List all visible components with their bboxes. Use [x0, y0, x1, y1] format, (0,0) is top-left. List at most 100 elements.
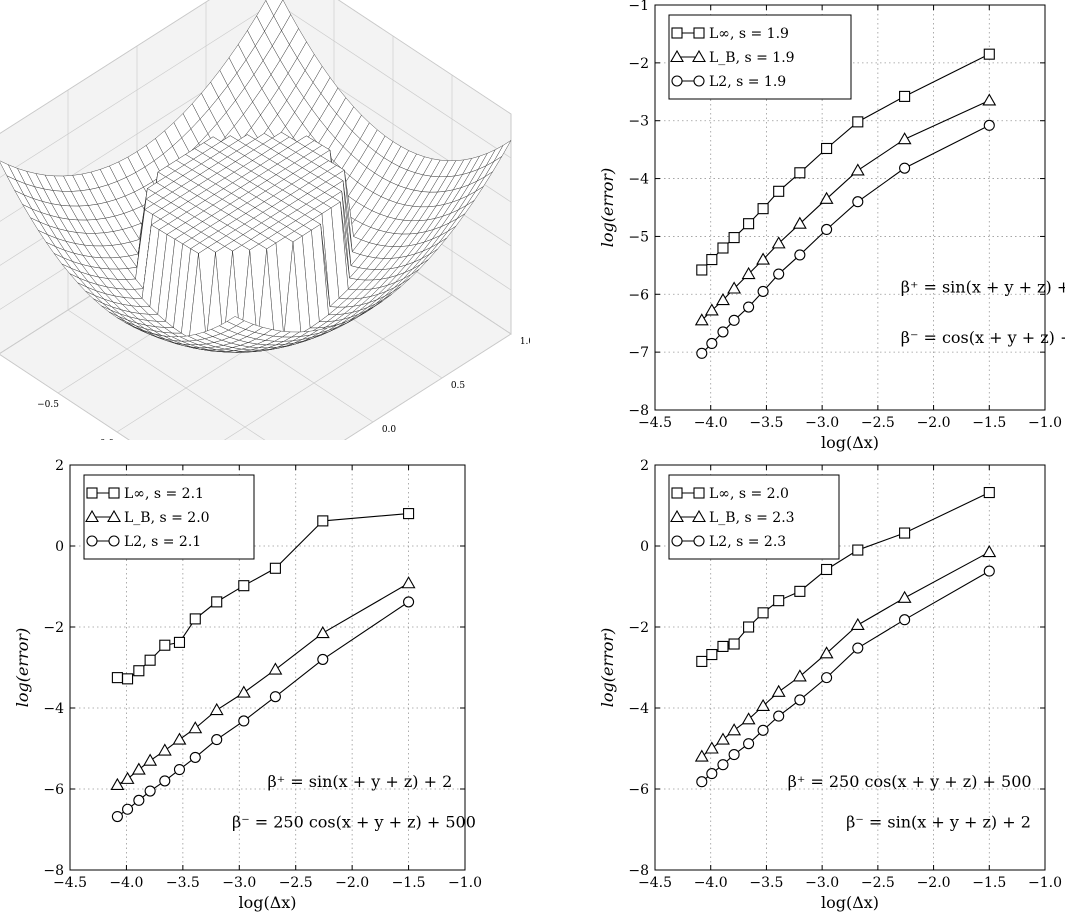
legend-label: L_B, s = 2.3	[709, 510, 795, 526]
legend-circle-marker	[109, 536, 119, 546]
legend-square-marker	[672, 28, 682, 38]
square-marker	[795, 168, 805, 178]
square-marker	[774, 186, 784, 196]
triangle-marker	[852, 164, 864, 175]
circle-marker	[984, 566, 994, 576]
y-tick-label: −8	[43, 863, 64, 879]
square-marker	[984, 49, 994, 59]
triangle-marker	[189, 722, 201, 733]
triangle-marker	[122, 773, 134, 784]
series-circle	[697, 566, 994, 787]
circle-marker	[729, 315, 739, 325]
chart-top-right-panel: −4.5−4.0−3.5−3.0−2.5−2.0−1.5−1.0−8−7−6−5…	[595, 0, 1065, 460]
circle-marker	[239, 716, 249, 726]
legend-label: L∞, s = 2.0	[709, 486, 789, 502]
legend-square-marker	[694, 488, 704, 498]
x-tick-label: −3.0	[805, 875, 839, 891]
series-line	[702, 125, 989, 353]
y-tick-label: −2	[628, 56, 649, 72]
legend-label: L_B, s = 2.0	[124, 510, 210, 526]
legend-square-marker	[672, 488, 682, 498]
square-marker	[822, 564, 832, 574]
triangle-marker	[899, 133, 911, 144]
x-tick-label: −4.0	[694, 875, 728, 891]
square-marker	[718, 641, 728, 651]
x-tick-label: −2.0	[917, 415, 951, 431]
circle-marker	[900, 163, 910, 173]
y-tick-label: −8	[628, 403, 649, 419]
circle-marker	[134, 795, 144, 805]
triangle-marker	[983, 94, 995, 105]
legend-label: L2, s = 2.1	[124, 534, 201, 550]
circle-marker	[984, 120, 994, 130]
circle-marker	[270, 692, 280, 702]
triangle-marker	[773, 686, 785, 697]
circle-marker	[707, 338, 717, 348]
y-tick-label: −7	[628, 345, 649, 361]
x-tick-label: −2.5	[279, 875, 313, 891]
legend: L∞, s = 2.0 L_B, s = 2.3 L2, s = 2.3	[669, 475, 839, 559]
x-tick-label: −4.0	[694, 415, 728, 431]
y-tick-label: −4	[43, 701, 64, 717]
legend: L∞, s = 2.1 L_B, s = 2.0 L2, s = 2.1	[84, 475, 254, 559]
square-marker	[758, 204, 768, 214]
y-axis-label: log(error)	[13, 628, 32, 708]
x-tick-label: −1.0	[1028, 415, 1062, 431]
y-tick-label: −4	[628, 172, 649, 188]
circle-marker	[729, 750, 739, 760]
circle-marker	[190, 752, 200, 762]
legend-square-marker	[694, 28, 704, 38]
circle-marker	[174, 765, 184, 775]
series-triangle	[111, 577, 414, 789]
y-tick-label: −6	[43, 782, 64, 798]
equation-annotation: β⁺ = 250 cos(x + y + z) + 500	[788, 772, 1032, 791]
square-marker	[774, 596, 784, 606]
circle-marker	[404, 597, 414, 607]
x-tick-label: −3.5	[166, 875, 200, 891]
triangle-marker	[794, 670, 806, 681]
y-tick-label: 0	[55, 539, 64, 555]
circle-marker	[853, 643, 863, 653]
legend-label: L2, s = 1.9	[709, 74, 786, 90]
circle-marker	[795, 250, 805, 260]
circle-marker	[744, 739, 754, 749]
triangle-marker	[238, 687, 250, 698]
triangle-marker	[317, 627, 329, 638]
legend-square-marker	[109, 488, 119, 498]
y-axis-label: log(error)	[598, 628, 617, 708]
legend-label: L_B, s = 1.9	[709, 50, 795, 66]
square-marker	[318, 516, 328, 526]
circle-marker	[774, 711, 784, 721]
circle-marker	[718, 327, 728, 337]
chart-top-right: −4.5−4.0−3.5−3.0−2.5−2.0−1.5−1.0−8−7−6−5…	[595, 0, 1065, 460]
equation-annotation: β⁻ = cos(x + y + z) + 2	[901, 328, 1065, 347]
circle-marker	[822, 224, 832, 234]
square-marker	[853, 117, 863, 127]
legend-square-marker	[87, 488, 97, 498]
square-marker	[853, 545, 863, 555]
y-tick-label: −6	[628, 782, 649, 798]
circle-marker	[123, 804, 133, 814]
y-axis-label: log(error)	[598, 168, 617, 248]
equation-annotation: β⁺ = sin(x + y + z) + 2	[268, 772, 453, 791]
chart-bottom-left: −4.5−4.0−3.5−3.0−2.5−2.0−1.5−1.0−8−6−4−2…	[0, 455, 530, 920]
square-marker	[112, 673, 122, 683]
legend-circle-marker	[694, 536, 704, 546]
x-tick-label: −2.0	[917, 875, 951, 891]
square-marker	[984, 488, 994, 498]
y-tick-label: 1.0	[520, 337, 530, 347]
equation-annotation: β⁻ = sin(x + y + z) + 2	[846, 812, 1031, 831]
legend-label: L2, s = 2.3	[709, 534, 786, 550]
square-marker	[758, 608, 768, 618]
square-marker	[822, 143, 832, 153]
x-tick-label: −0.5	[37, 400, 59, 410]
x-tick-label: −1.0	[1028, 875, 1062, 891]
square-marker	[190, 614, 200, 624]
legend-label: L∞, s = 2.1	[124, 486, 204, 502]
series-circle	[697, 120, 994, 358]
chart-bottom-left-panel: −4.5−4.0−3.5−3.0−2.5−2.0−1.5−1.0−8−6−4−2…	[0, 455, 530, 920]
x-tick-label: −2.0	[335, 875, 369, 891]
circle-marker	[795, 695, 805, 705]
circle-marker	[718, 760, 728, 770]
y-tick-label: −4	[628, 701, 649, 717]
